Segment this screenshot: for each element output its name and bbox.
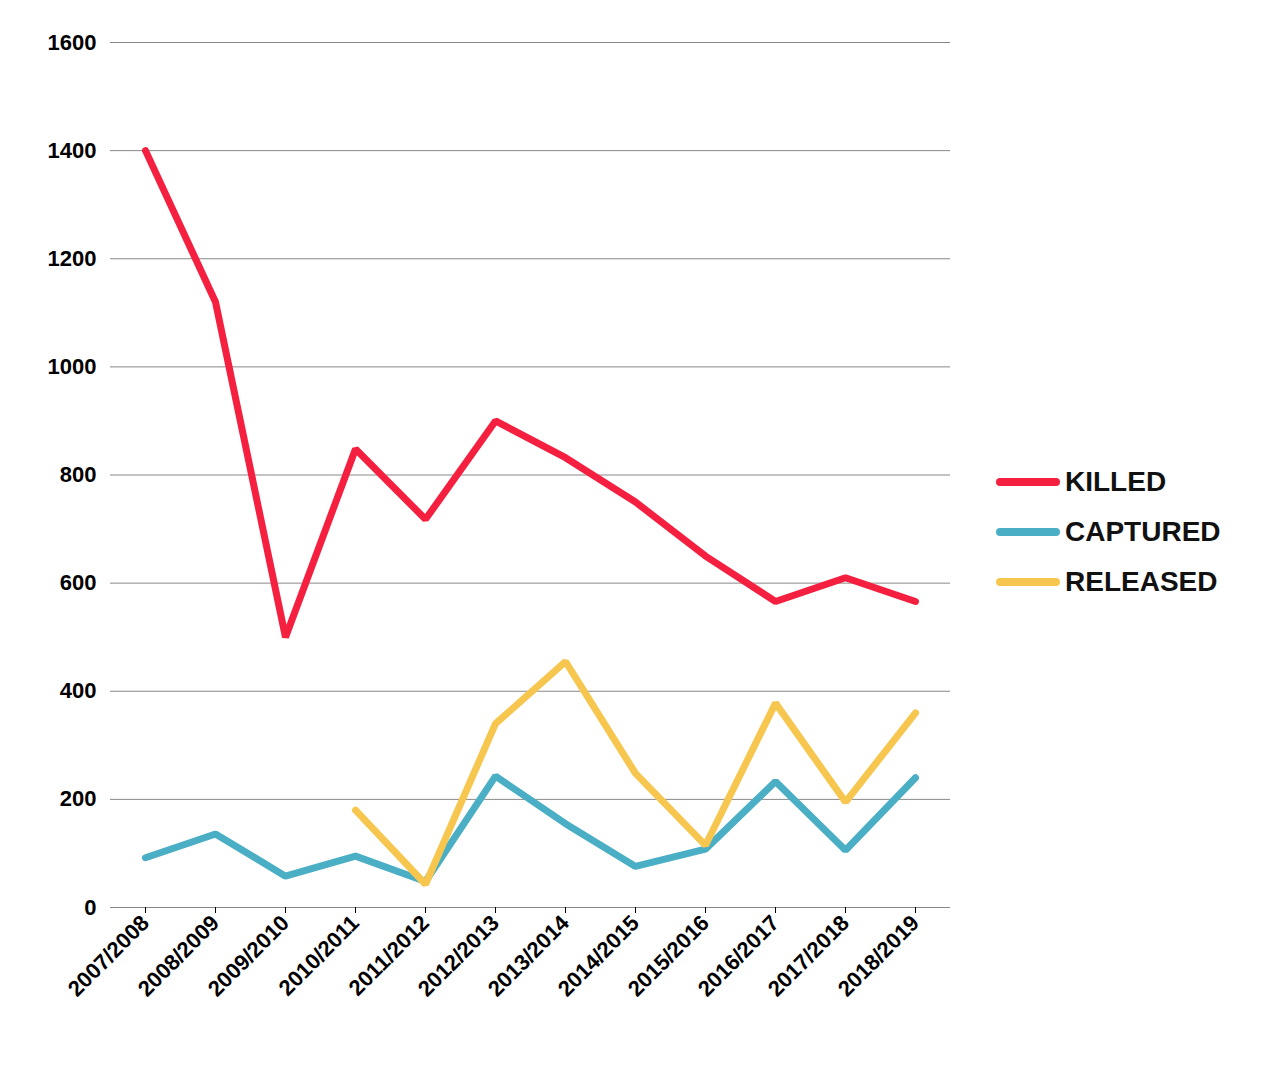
svg-text:2008/2009: 2008/2009 [132, 910, 224, 1002]
svg-text:400: 400 [60, 678, 97, 703]
svg-text:0: 0 [84, 895, 96, 920]
svg-text:1600: 1600 [48, 30, 97, 55]
svg-text:2013/2014: 2013/2014 [482, 910, 574, 1002]
svg-text:2011/2012: 2011/2012 [343, 910, 434, 1001]
svg-text:2012/2013: 2012/2013 [412, 910, 504, 1002]
svg-text:2007/2008: 2007/2008 [62, 910, 154, 1002]
svg-text:1000: 1000 [48, 354, 97, 379]
svg-text:800: 800 [60, 462, 97, 487]
svg-text:2010/2011: 2010/2011 [273, 910, 364, 1001]
svg-text:1400: 1400 [48, 138, 97, 163]
html-text:KILLED: KILLED [1065, 466, 1167, 497]
svg-text:600: 600 [60, 570, 97, 595]
svg-text:2015/2016: 2015/2016 [622, 910, 714, 1002]
html-text:CAPTURED: CAPTURED [1065, 516, 1221, 547]
svg-text:2009/2010: 2009/2010 [202, 910, 294, 1002]
svg-text:2014/2015: 2014/2015 [552, 910, 644, 1002]
html-text:RELEASED: RELEASED [1065, 566, 1218, 597]
svg-text:2016/2017: 2016/2017 [692, 910, 784, 1002]
svg-text:1200: 1200 [48, 246, 97, 271]
svg-text:2018/2019: 2018/2019 [833, 910, 924, 1001]
svg-text:200: 200 [60, 786, 97, 811]
svg-text:2017/2018: 2017/2018 [762, 910, 854, 1002]
